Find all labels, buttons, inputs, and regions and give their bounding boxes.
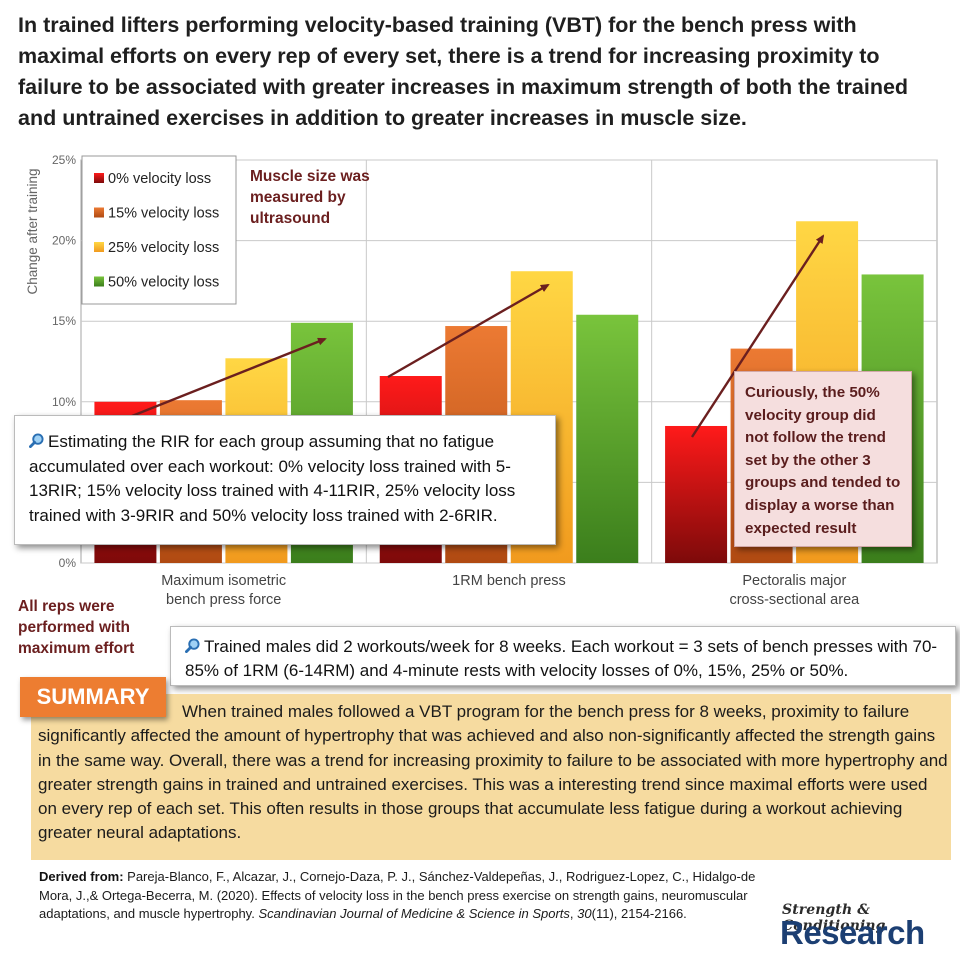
muscle-size-note: Muscle size was measured by ultrasound	[250, 168, 370, 227]
legend-swatch	[94, 242, 104, 252]
y-tick-label: 0%	[59, 556, 77, 570]
x-tick-label: bench press force	[166, 592, 281, 608]
max-effort-note: All reps were performed with maximum eff…	[18, 598, 135, 657]
summary-badge: SUMMARY	[20, 677, 166, 717]
summary-panel	[31, 694, 951, 860]
citation-pages: (11), 2154-2166.	[591, 906, 687, 921]
trend-arrows	[131, 234, 825, 438]
bar	[576, 314, 639, 563]
rir-note-text: Estimating the RIR for each group assumi…	[29, 432, 516, 525]
y-tick-label: 15%	[52, 314, 76, 328]
magnifier-icon	[185, 638, 200, 653]
trend-arrow-1rm	[387, 283, 550, 379]
citation-volume: 30	[577, 906, 592, 921]
x-tick-label: cross-sectional area	[729, 592, 860, 608]
y-axis-label: Change after training	[25, 168, 40, 294]
legend-label: 15% velocity loss	[108, 206, 219, 222]
x-tick-label: Pectoralis major	[742, 573, 846, 589]
summary-text: When trained males followed a VBT progra…	[38, 702, 948, 843]
y-tick-label: 10%	[52, 395, 76, 409]
brand-logo-top: Strength & Conditioning	[782, 902, 886, 934]
legend: 0% velocity loss 15% velocity loss 25% vel…	[81, 155, 237, 305]
legend-label: 25% velocity loss	[108, 240, 219, 256]
citation-label: Derived from:	[39, 869, 124, 884]
citation-journal: Scandinavian Journal of Medicine & Scien…	[258, 906, 570, 921]
x-tick-label: Maximum isometric	[161, 573, 286, 589]
training-note-text: Trained males did 2 workouts/week for 8 …	[185, 637, 938, 680]
legend-label: 50% velocity loss	[108, 275, 219, 291]
citation-authors: Pareja-Blanco, F., Alcazar, J., Cornejo-…	[39, 869, 756, 921]
legend-swatch	[94, 173, 104, 183]
y-tick-label: 25%	[52, 153, 76, 167]
legend-swatch	[94, 276, 104, 287]
trend-arrow-isometric	[131, 337, 327, 418]
training-note: Trained males did 2 workouts/week for 8 …	[170, 626, 956, 686]
bar	[665, 425, 728, 563]
rir-note: Estimating the RIR for each group assumi…	[14, 415, 556, 545]
x-tick-label: 1RM bench press	[452, 573, 566, 589]
curious-note: Curiously, the 50% velocity group did no…	[734, 371, 912, 547]
brand-logo-bottom: Research	[780, 914, 925, 951]
trend-arrow-pectoralis	[690, 234, 825, 438]
magnifier-icon	[29, 433, 44, 448]
legend-label: 0% velocity loss	[108, 171, 211, 187]
y-tick-label: 20%	[52, 234, 76, 248]
headline: In trained lifters performing velocity-b…	[18, 13, 909, 130]
citation: Derived from: Pareja-Blanco, F., Alcazar…	[39, 869, 756, 921]
legend-swatch	[94, 207, 104, 218]
